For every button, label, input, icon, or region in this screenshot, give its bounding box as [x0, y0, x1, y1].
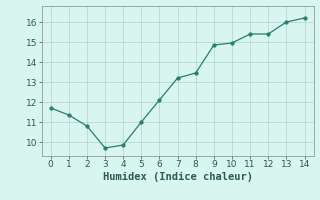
X-axis label: Humidex (Indice chaleur): Humidex (Indice chaleur): [103, 172, 252, 182]
